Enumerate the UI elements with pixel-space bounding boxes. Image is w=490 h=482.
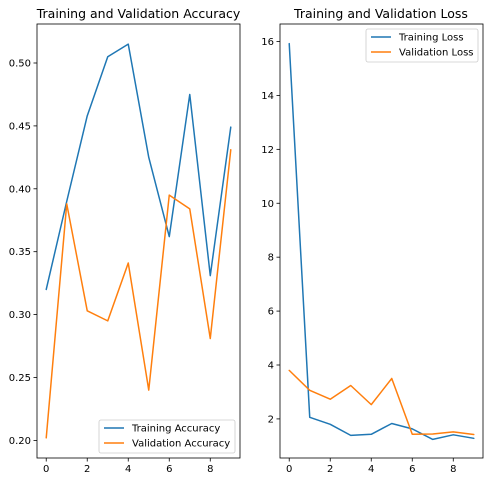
accuracy-x-tick-label: 8 [207, 464, 213, 475]
loss-y-tick-label: 10 [261, 199, 274, 210]
accuracy-axis-ticks: 0 2 4 6 8 0.20 0.25 0.30 0.35 0.40 0.45 0.50 [9, 58, 214, 475]
accuracy-line-validation-accuracy [45, 149, 232, 439]
loss-legend-label-validation: Validation Loss [399, 48, 474, 59]
loss-legend: Training Loss Validation Loss [365, 28, 479, 63]
loss-line-validation-loss [288, 369, 475, 436]
loss-x-tick-label: 4 [368, 464, 374, 475]
loss-y-tick-label: 6 [268, 307, 274, 318]
loss-y-tick-label: 2 [268, 414, 274, 425]
accuracy-x-tick-label: 6 [166, 464, 172, 475]
accuracy-line-training-accuracy [45, 43, 232, 291]
loss-plot-frame [279, 23, 484, 459]
loss-line-training-loss [288, 42, 475, 441]
accuracy-y-tick-label: 0.35 [9, 247, 31, 258]
accuracy-y-tick-label: 0.50 [9, 58, 31, 69]
accuracy-chart-title: Training and Validation Accuracy [36, 6, 241, 21]
loss-chart: Training and Validation Loss 0 2 4 6 8 2 4 6 8 10… [261, 6, 484, 475]
loss-y-tick-label: 14 [261, 91, 274, 102]
loss-y-tick-label: 4 [268, 361, 274, 372]
loss-chart-title: Training and Validation Loss [293, 6, 468, 21]
accuracy-legend-label-training: Training Accuracy [131, 424, 220, 435]
accuracy-chart: Training and Validation Accuracy 0 2 4 6 8 0.… [9, 6, 241, 475]
accuracy-legend-box [98, 419, 236, 454]
loss-y-tick-label: 8 [268, 253, 274, 264]
loss-series-lines [288, 42, 475, 441]
accuracy-legend: Training Accuracy Validation Accuracy [98, 419, 236, 454]
accuracy-x-tick-label: 0 [43, 464, 49, 475]
accuracy-x-tick-label: 2 [84, 464, 90, 475]
loss-x-tick-label: 8 [450, 464, 456, 475]
loss-legend-box [365, 28, 479, 63]
accuracy-y-tick-label: 0.25 [9, 373, 31, 384]
accuracy-y-tick-label: 0.40 [9, 184, 31, 195]
loss-legend-label-training: Training Loss [398, 33, 464, 44]
accuracy-y-tick-label: 0.45 [9, 121, 31, 132]
accuracy-legend-label-validation: Validation Accuracy [132, 439, 230, 450]
accuracy-y-tick-label: 0.20 [9, 436, 31, 447]
accuracy-x-tick-label: 4 [125, 464, 131, 475]
loss-x-tick-label: 0 [286, 464, 292, 475]
loss-x-tick-label: 2 [327, 464, 333, 475]
loss-y-tick-label: 16 [261, 37, 274, 48]
loss-axis-ticks: 0 2 4 6 8 2 4 6 8 10 12 14 16 [261, 37, 456, 475]
accuracy-series-lines [45, 43, 232, 439]
loss-y-tick-label: 12 [261, 145, 274, 156]
accuracy-y-tick-label: 0.30 [9, 310, 31, 321]
loss-x-tick-label: 6 [409, 464, 415, 475]
accuracy-plot-frame [36, 23, 241, 459]
